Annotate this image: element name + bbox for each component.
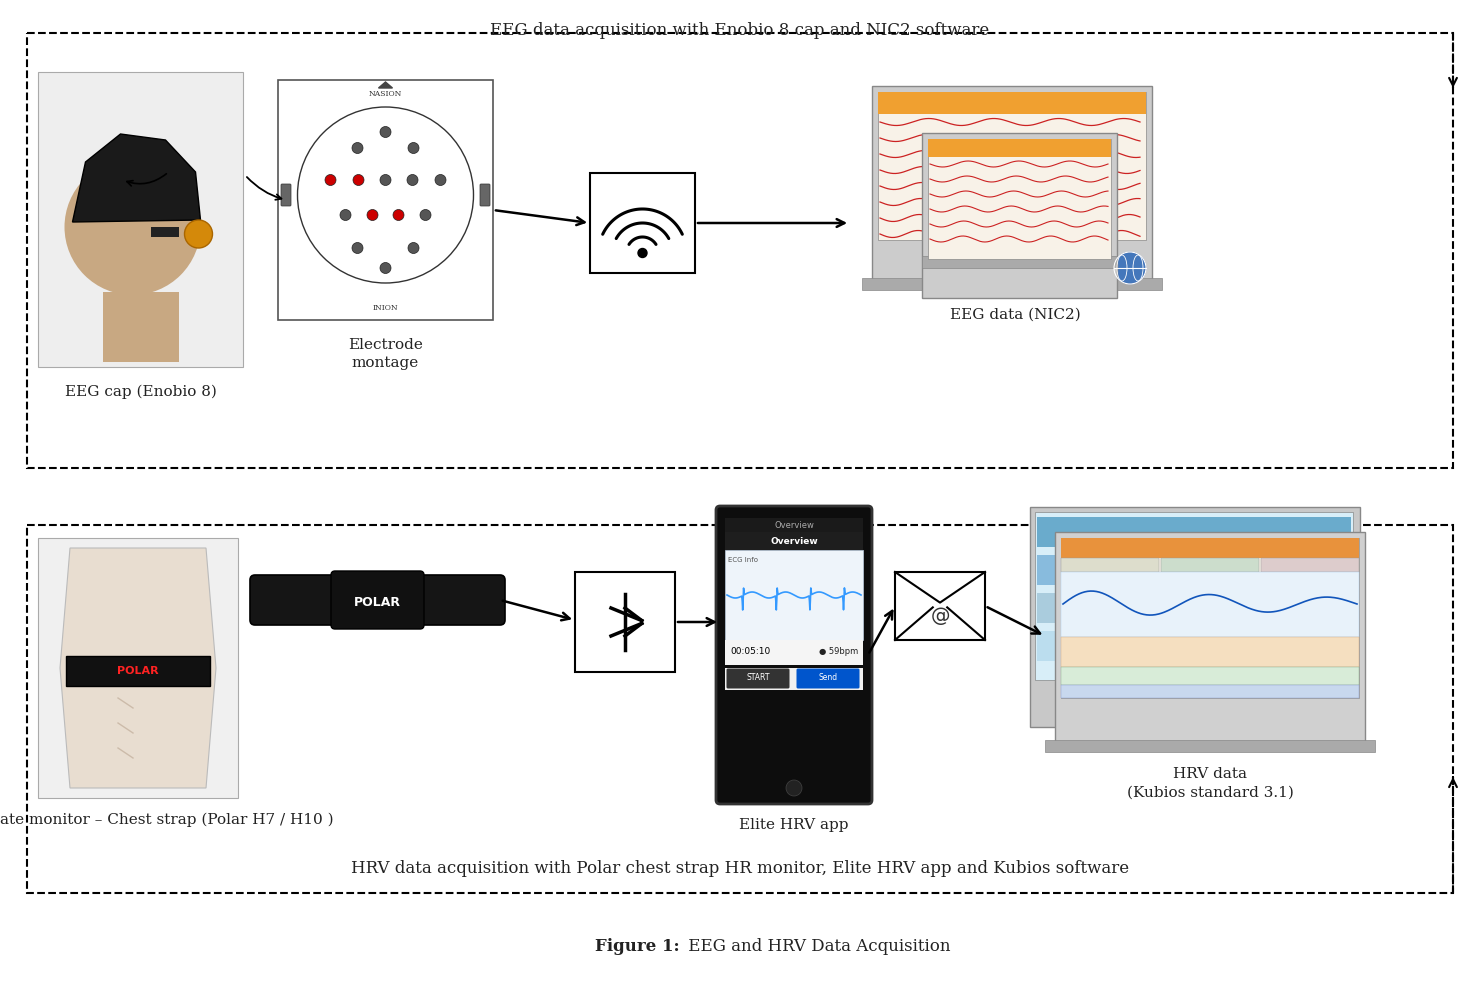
Circle shape	[65, 159, 200, 295]
Circle shape	[420, 210, 431, 220]
Bar	[1061, 637, 1359, 667]
Text: Electrode
montage: Electrode montage	[348, 338, 423, 370]
Bar	[1037, 631, 1351, 661]
Bar	[1037, 555, 1351, 585]
Circle shape	[435, 174, 445, 186]
Bar	[1037, 593, 1351, 623]
Text: Overview: Overview	[774, 521, 814, 529]
Bar	[1037, 517, 1351, 547]
Text: POLAR: POLAR	[354, 596, 401, 609]
Bar	[872, 86, 1151, 281]
Text: INION: INION	[373, 304, 398, 312]
Bar	[1061, 538, 1359, 698]
Polygon shape	[61, 548, 216, 788]
FancyBboxPatch shape	[716, 506, 872, 804]
Text: HRV data acquisition with Polar chest strap HR monitor, Elite HRV app and Kubios: HRV data acquisition with Polar chest st…	[351, 860, 1129, 877]
FancyBboxPatch shape	[151, 227, 179, 237]
FancyBboxPatch shape	[102, 292, 179, 362]
Bar	[1061, 685, 1359, 698]
Text: Heart rate monitor – Chest strap (Polar H7 / H10 ): Heart rate monitor – Chest strap (Polar …	[0, 813, 333, 828]
Bar	[861, 278, 1162, 290]
Bar	[1061, 572, 1359, 637]
Bar	[878, 92, 1146, 114]
Circle shape	[786, 780, 802, 796]
Circle shape	[380, 263, 391, 274]
Text: POLAR: POLAR	[117, 666, 158, 676]
FancyBboxPatch shape	[727, 668, 789, 689]
Circle shape	[1114, 252, 1146, 284]
Bar	[725, 532, 863, 550]
FancyBboxPatch shape	[281, 184, 292, 206]
Circle shape	[354, 174, 364, 186]
Bar	[1055, 532, 1365, 742]
Text: EEG and HRV Data Acquisition: EEG and HRV Data Acquisition	[682, 938, 950, 955]
Bar	[1045, 740, 1375, 752]
Text: Figure 1:: Figure 1:	[595, 938, 679, 955]
Bar	[27, 525, 1453, 893]
Bar	[895, 572, 986, 640]
Text: Send: Send	[818, 673, 838, 683]
Circle shape	[352, 143, 363, 154]
Polygon shape	[379, 82, 392, 88]
Bar	[38, 538, 238, 798]
FancyBboxPatch shape	[796, 668, 860, 689]
Bar	[922, 256, 1117, 268]
FancyBboxPatch shape	[480, 184, 490, 206]
Circle shape	[638, 249, 647, 258]
Circle shape	[340, 210, 351, 220]
Circle shape	[408, 143, 419, 154]
Bar	[922, 133, 1117, 298]
Text: Overview: Overview	[770, 536, 818, 545]
Bar	[27, 33, 1453, 468]
Circle shape	[380, 174, 391, 186]
Text: EEG cap (Enobio 8): EEG cap (Enobio 8)	[65, 385, 216, 400]
Text: NASION: NASION	[369, 90, 403, 98]
Bar	[725, 518, 863, 532]
Bar	[878, 92, 1146, 240]
Text: EEG data (NIC2): EEG data (NIC2)	[950, 308, 1080, 322]
Circle shape	[352, 242, 363, 254]
Bar	[67, 656, 210, 686]
Polygon shape	[73, 134, 200, 222]
Bar	[928, 139, 1111, 259]
Circle shape	[185, 220, 213, 248]
Bar	[1160, 558, 1259, 572]
Bar	[278, 80, 493, 320]
Bar	[1061, 558, 1159, 572]
Bar	[725, 640, 863, 665]
Text: @: @	[931, 607, 950, 626]
Bar	[1261, 558, 1359, 572]
Text: EEG data acquisition with Enobio 8 cap and NIC2 software: EEG data acquisition with Enobio 8 cap a…	[490, 22, 990, 39]
Bar	[725, 668, 863, 690]
Circle shape	[297, 107, 474, 283]
Bar	[1035, 512, 1353, 680]
FancyBboxPatch shape	[250, 575, 505, 625]
Bar	[576, 572, 675, 672]
Bar	[1061, 667, 1359, 685]
FancyBboxPatch shape	[332, 571, 423, 629]
Bar	[928, 139, 1111, 157]
Circle shape	[367, 210, 377, 220]
Circle shape	[380, 127, 391, 138]
Bar	[1061, 538, 1359, 558]
Circle shape	[326, 174, 336, 186]
Text: Elite HRV app: Elite HRV app	[739, 818, 848, 832]
Text: 00:05:10: 00:05:10	[730, 647, 770, 656]
Bar	[1030, 507, 1360, 727]
Circle shape	[407, 174, 417, 186]
Text: ECG Info: ECG Info	[728, 557, 758, 563]
Circle shape	[408, 242, 419, 254]
Text: ● 59bpm: ● 59bpm	[818, 647, 858, 656]
Bar	[725, 550, 863, 640]
Bar	[591, 173, 696, 273]
Text: HRV data
(Kubios standard 3.1): HRV data (Kubios standard 3.1)	[1126, 767, 1294, 799]
Circle shape	[394, 210, 404, 220]
Bar	[38, 72, 243, 367]
Text: START: START	[746, 673, 770, 683]
